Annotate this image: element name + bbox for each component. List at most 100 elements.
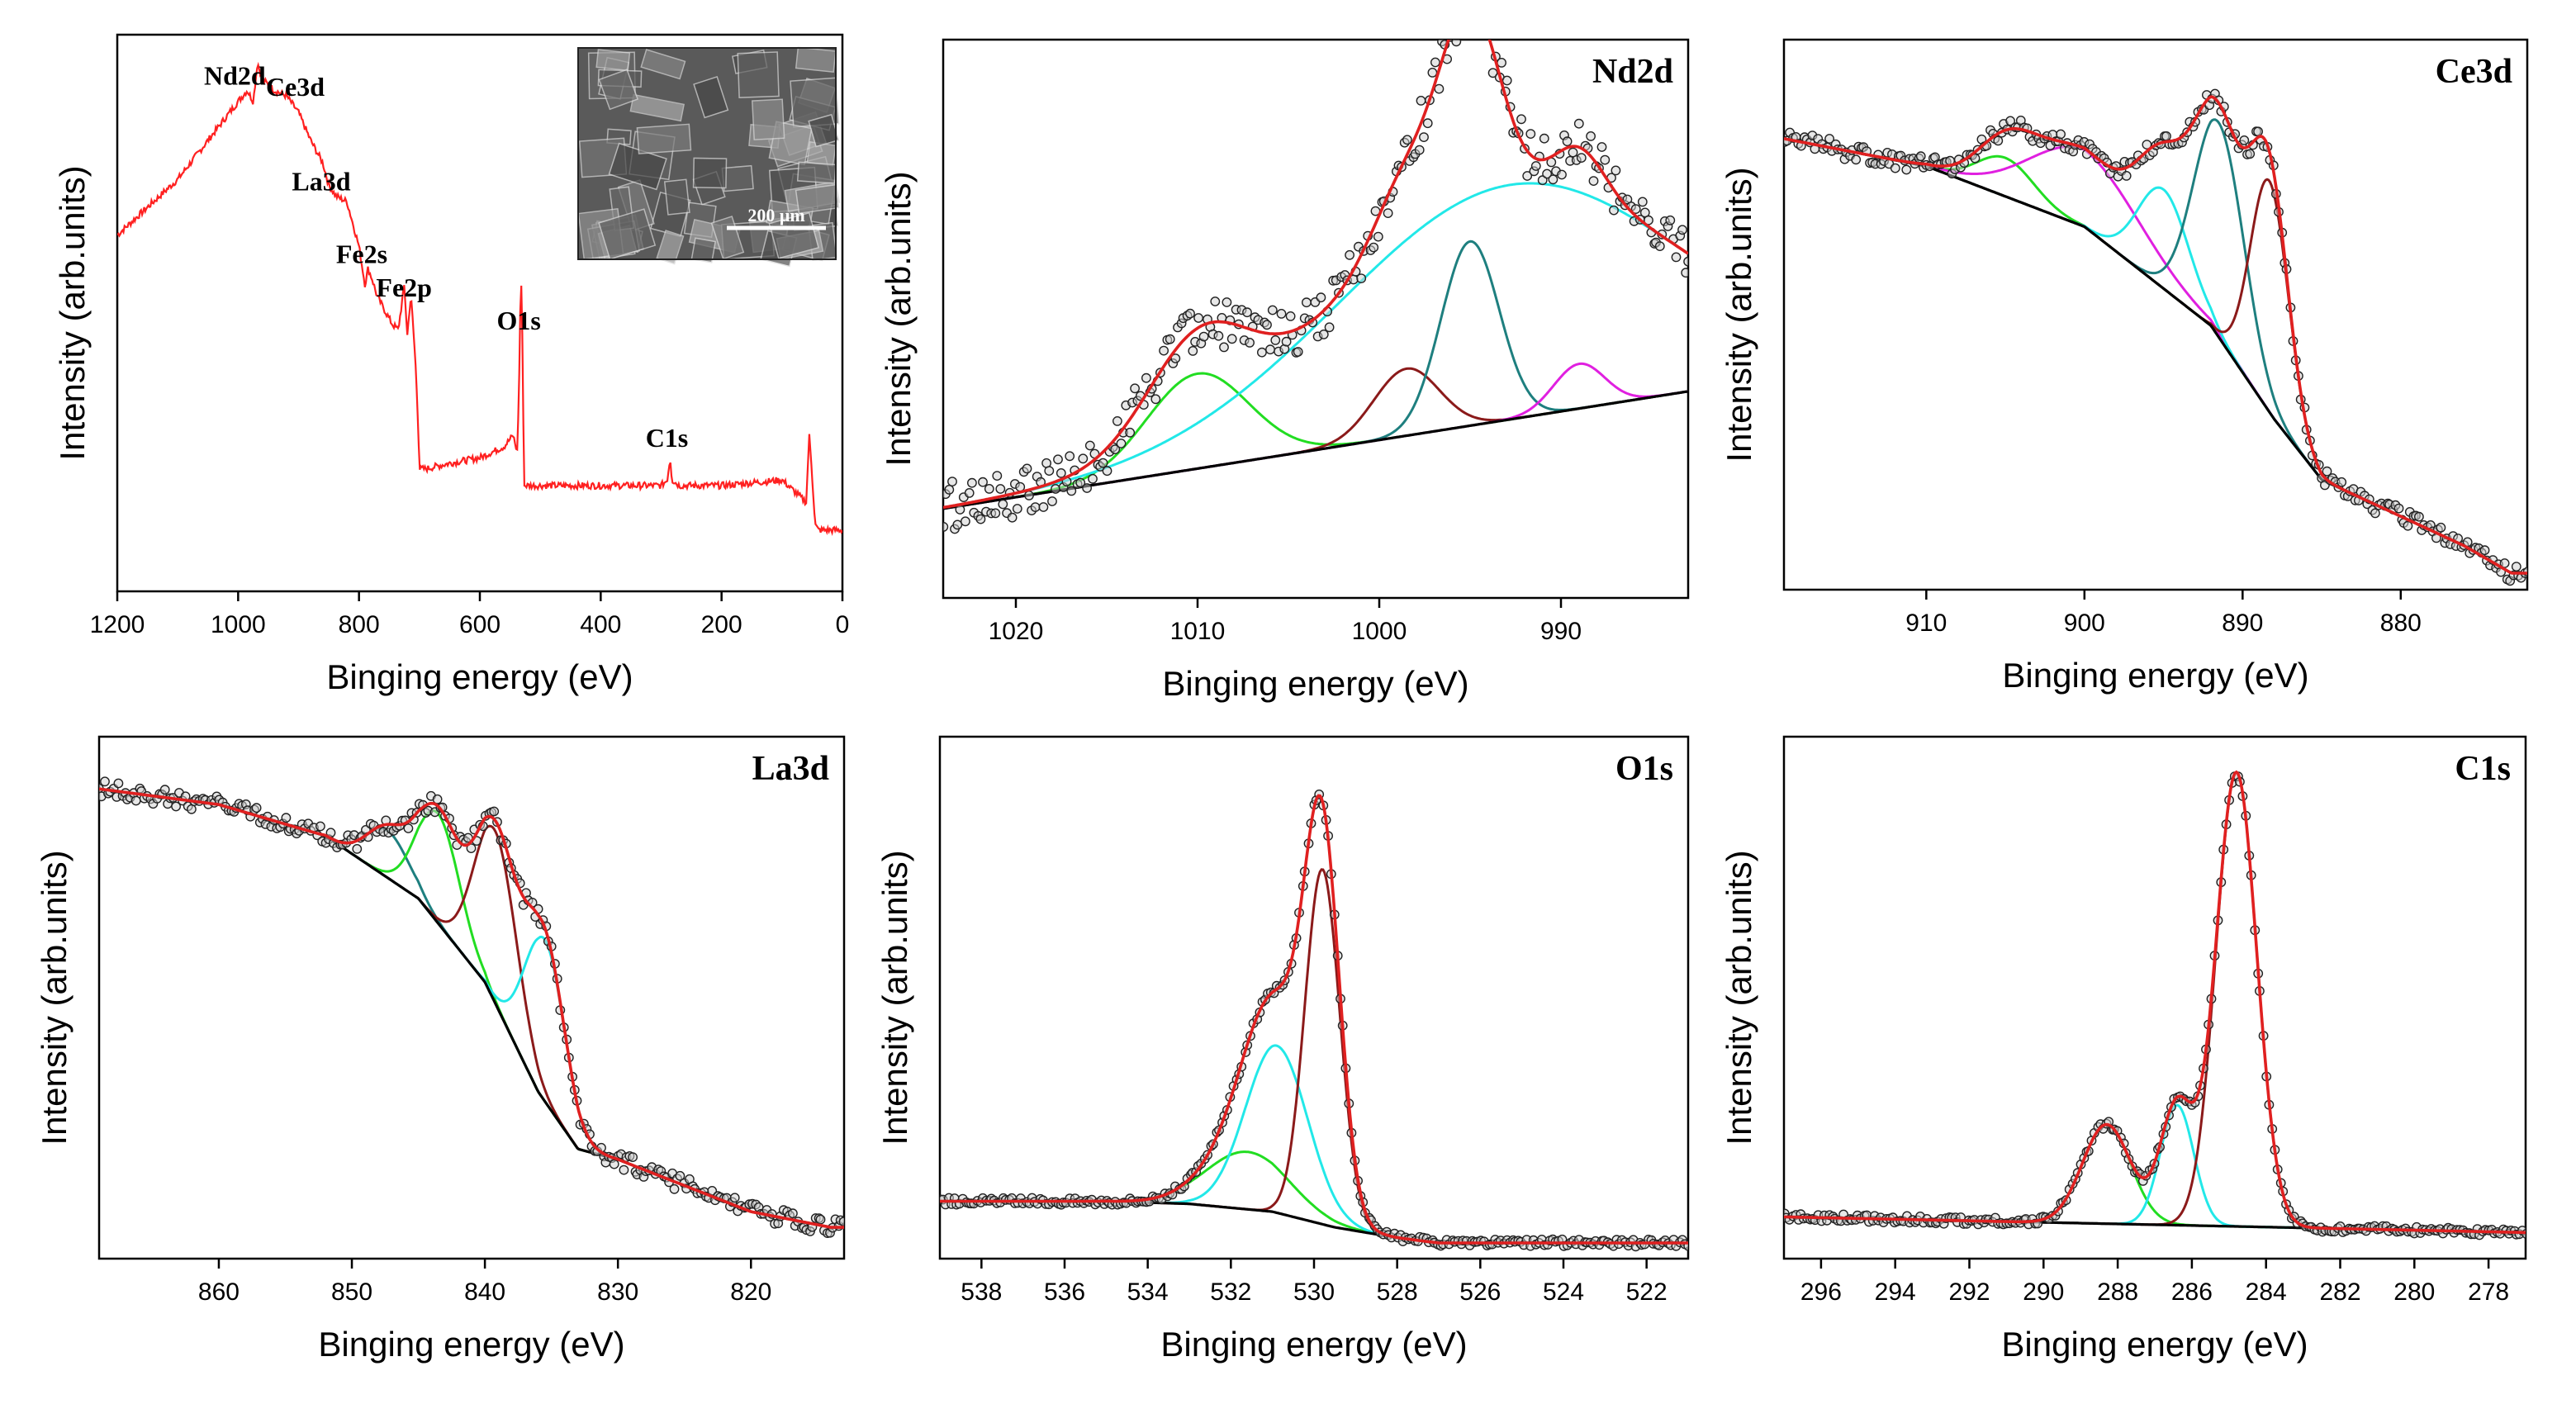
data-point bbox=[838, 1217, 844, 1227]
x-tick-label: 800 bbox=[339, 611, 380, 638]
data-point bbox=[944, 485, 955, 495]
data-point bbox=[186, 804, 197, 814]
data-point bbox=[1130, 383, 1141, 394]
plot-frame bbox=[942, 38, 1690, 600]
data-point bbox=[1644, 215, 1653, 225]
data-point bbox=[1293, 347, 1303, 357]
data-point bbox=[1542, 168, 1553, 179]
x-tick-label: 524 bbox=[1543, 1278, 1584, 1306]
data-point bbox=[2056, 129, 2066, 140]
data-point bbox=[1267, 305, 1278, 315]
data-point bbox=[1824, 134, 1835, 144]
data-point bbox=[1548, 174, 1558, 185]
data-point bbox=[1451, 40, 1462, 47]
data-point bbox=[1065, 451, 1075, 462]
data-point bbox=[1078, 453, 1089, 464]
data-point bbox=[2436, 522, 2446, 533]
data-point bbox=[1501, 75, 1512, 86]
x-tick-label: 1000 bbox=[211, 611, 266, 638]
data-point bbox=[1562, 136, 1573, 147]
data-point bbox=[1012, 504, 1022, 514]
data-point bbox=[1681, 268, 1688, 278]
data-point bbox=[1497, 58, 1507, 68]
data-point bbox=[432, 794, 443, 804]
data-point bbox=[1430, 57, 1440, 68]
data-point bbox=[669, 1183, 680, 1194]
data-point bbox=[1075, 477, 1086, 488]
data-point bbox=[1568, 147, 1578, 158]
x-tick-label: 284 bbox=[2246, 1278, 2287, 1306]
data-point bbox=[990, 508, 1001, 519]
data-point bbox=[1466, 17, 1474, 25]
chart-ce3d: 910 900 890 880 Binging energy (eV) Intensity… bbox=[1720, 38, 2529, 695]
data-point bbox=[1402, 135, 1412, 145]
x-tick-label: 290 bbox=[2023, 1278, 2064, 1306]
data-point bbox=[1414, 145, 1425, 155]
experimental-points bbox=[1784, 88, 2527, 586]
component-peak-2 bbox=[99, 787, 844, 1229]
plot-area bbox=[940, 790, 1688, 1252]
experimental-points bbox=[943, 8, 1688, 534]
chart-nd2d: 1020 1010 1000 990 Binging energy (eV) Intens… bbox=[879, 8, 1690, 703]
panel-title: C1s bbox=[2455, 750, 2511, 788]
data-point bbox=[1047, 496, 1057, 506]
plot-area bbox=[117, 61, 842, 536]
data-point bbox=[1457, 8, 1465, 17]
data-point bbox=[1053, 454, 1063, 465]
data-point bbox=[1056, 468, 1066, 478]
data-point bbox=[1242, 307, 1252, 318]
data-point bbox=[1022, 463, 1032, 474]
x-tick-label: 522 bbox=[1626, 1278, 1668, 1306]
x-tick-label: 600 bbox=[459, 611, 500, 638]
x-tick-label: 840 bbox=[464, 1278, 505, 1306]
data-point bbox=[1051, 484, 1060, 494]
data-point bbox=[1324, 322, 1335, 333]
data-point bbox=[1683, 256, 1688, 267]
data-point bbox=[2336, 477, 2347, 487]
data-point bbox=[1478, 12, 1486, 20]
panel-title: La3d bbox=[752, 750, 829, 788]
data-point bbox=[1030, 502, 1041, 512]
x-tick-label: 850 bbox=[331, 1278, 372, 1306]
component-peak-4 bbox=[943, 240, 1688, 510]
data-point bbox=[1262, 320, 1272, 330]
x-tick-label: 830 bbox=[597, 1278, 638, 1306]
data-point bbox=[1210, 296, 1221, 306]
x-axis-title: Binging energy (eV) bbox=[1160, 1325, 1467, 1364]
data-point bbox=[1125, 427, 1136, 438]
peak-annotation: Ce3d bbox=[266, 72, 325, 102]
data-point bbox=[403, 823, 414, 833]
y-axis-title: Intensity (arb.units) bbox=[1720, 850, 1758, 1145]
component-peak-1 bbox=[99, 787, 844, 1229]
data-point bbox=[1316, 292, 1326, 303]
x-tick-label: 288 bbox=[2097, 1278, 2138, 1306]
data-point bbox=[1588, 176, 1599, 187]
data-point bbox=[943, 522, 949, 532]
x-tick-label: 532 bbox=[1210, 1278, 1251, 1306]
data-point bbox=[1302, 297, 1312, 308]
x-tick-label: 990 bbox=[1540, 618, 1582, 645]
data-point bbox=[1373, 231, 1383, 242]
data-point bbox=[1185, 308, 1195, 319]
data-point bbox=[1188, 345, 1198, 356]
data-point bbox=[1851, 154, 1862, 165]
x-tick-label: 890 bbox=[2222, 610, 2263, 637]
data-point bbox=[1110, 444, 1121, 454]
data-point bbox=[159, 785, 170, 795]
x-tick-label: 282 bbox=[2319, 1278, 2360, 1306]
background-line bbox=[1784, 137, 2527, 575]
data-point bbox=[2005, 116, 2016, 126]
data-point bbox=[1483, 8, 1491, 17]
data-point bbox=[1044, 466, 1055, 476]
survey-spectrum-line bbox=[117, 61, 842, 536]
x-tick-label: 294 bbox=[1875, 1278, 1916, 1306]
component-peak-3 bbox=[99, 787, 844, 1229]
sem-inset-image bbox=[577, 46, 841, 268]
data-point bbox=[675, 1170, 686, 1181]
plot-frame bbox=[1782, 735, 2527, 1260]
y-axis-title: Intensity (arb.units) bbox=[879, 171, 918, 466]
peak-annotation: C1s bbox=[646, 423, 689, 453]
x-tick-label: 286 bbox=[2171, 1278, 2213, 1306]
x-tick-label: 528 bbox=[1377, 1278, 1418, 1306]
